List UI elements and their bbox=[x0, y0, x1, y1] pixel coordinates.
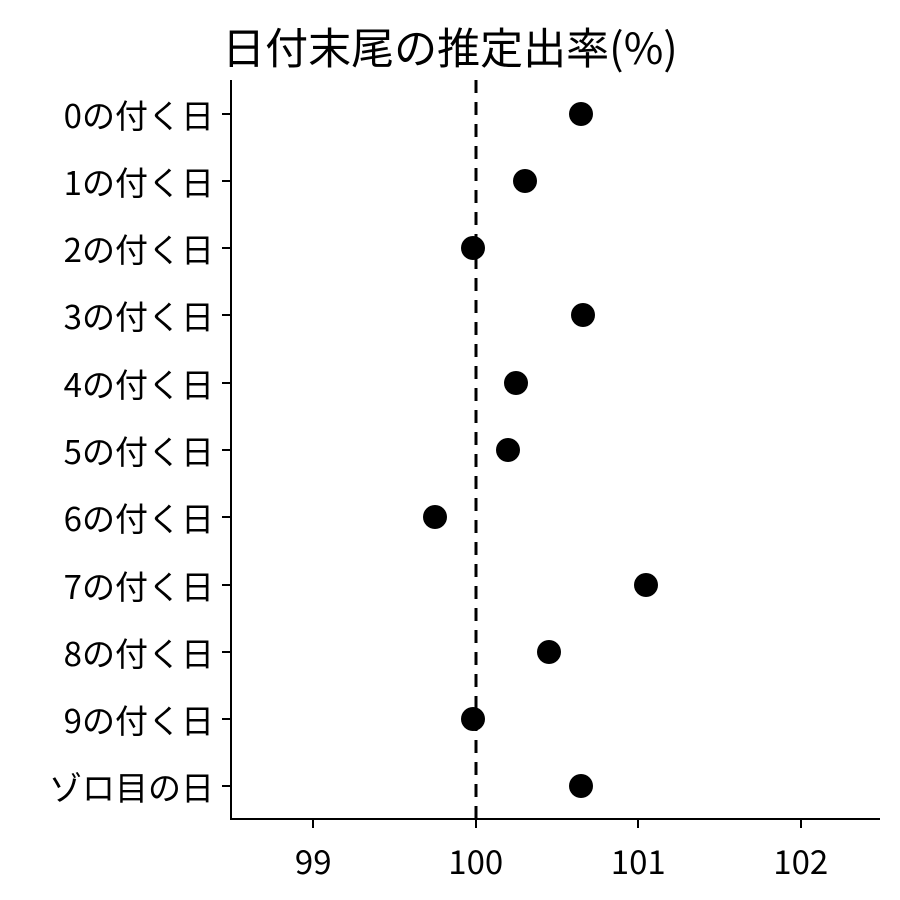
y-tick-label: 0の付く日 bbox=[64, 90, 214, 138]
y-tick-label: 8の付く日 bbox=[64, 628, 214, 676]
y-tick bbox=[222, 180, 232, 182]
chart-container: 日付末尾の推定出率(%) 0の付く日1の付く日2の付く日3の付く日4の付く日5の… bbox=[0, 0, 900, 900]
data-point bbox=[461, 707, 485, 731]
y-tick bbox=[222, 718, 232, 720]
y-tick bbox=[222, 314, 232, 316]
y-tick bbox=[222, 247, 232, 249]
data-point bbox=[461, 236, 485, 260]
x-tick-label: 102 bbox=[773, 836, 828, 884]
x-tick-label: 100 bbox=[448, 836, 503, 884]
data-point bbox=[504, 371, 528, 395]
chart-title: 日付末尾の推定出率(%) bbox=[0, 15, 900, 77]
data-point bbox=[537, 640, 561, 664]
y-tick-label: 7の付く日 bbox=[64, 561, 214, 609]
data-point bbox=[569, 774, 593, 798]
y-tick-label: 1の付く日 bbox=[64, 157, 214, 205]
data-point bbox=[513, 169, 537, 193]
y-tick bbox=[222, 113, 232, 115]
y-tick-label: 2の付く日 bbox=[64, 224, 214, 272]
data-point bbox=[634, 573, 658, 597]
x-tick-label: 99 bbox=[295, 836, 332, 884]
y-tick-label: 4の付く日 bbox=[64, 359, 214, 407]
data-point bbox=[423, 505, 447, 529]
y-tick-label: 3の付く日 bbox=[64, 291, 214, 339]
data-point bbox=[569, 102, 593, 126]
x-tick bbox=[800, 818, 802, 828]
x-tick-label: 101 bbox=[611, 836, 666, 884]
data-point bbox=[496, 438, 520, 462]
y-tick bbox=[222, 382, 232, 384]
y-tick-label: 6の付く日 bbox=[64, 493, 214, 541]
y-tick bbox=[222, 785, 232, 787]
y-tick bbox=[222, 516, 232, 518]
y-tick bbox=[222, 651, 232, 653]
y-tick-label: ゾロ目の日 bbox=[49, 762, 214, 810]
data-point bbox=[571, 303, 595, 327]
y-tick-label: 5の付く日 bbox=[64, 426, 214, 474]
x-tick bbox=[475, 818, 477, 828]
y-tick-label: 9の付く日 bbox=[64, 695, 214, 743]
x-tick bbox=[637, 818, 639, 828]
y-tick bbox=[222, 584, 232, 586]
x-tick bbox=[312, 818, 314, 828]
plot-area: 0の付く日1の付く日2の付く日3の付く日4の付く日5の付く日6の付く日7の付く日… bbox=[230, 80, 880, 820]
y-tick bbox=[222, 449, 232, 451]
